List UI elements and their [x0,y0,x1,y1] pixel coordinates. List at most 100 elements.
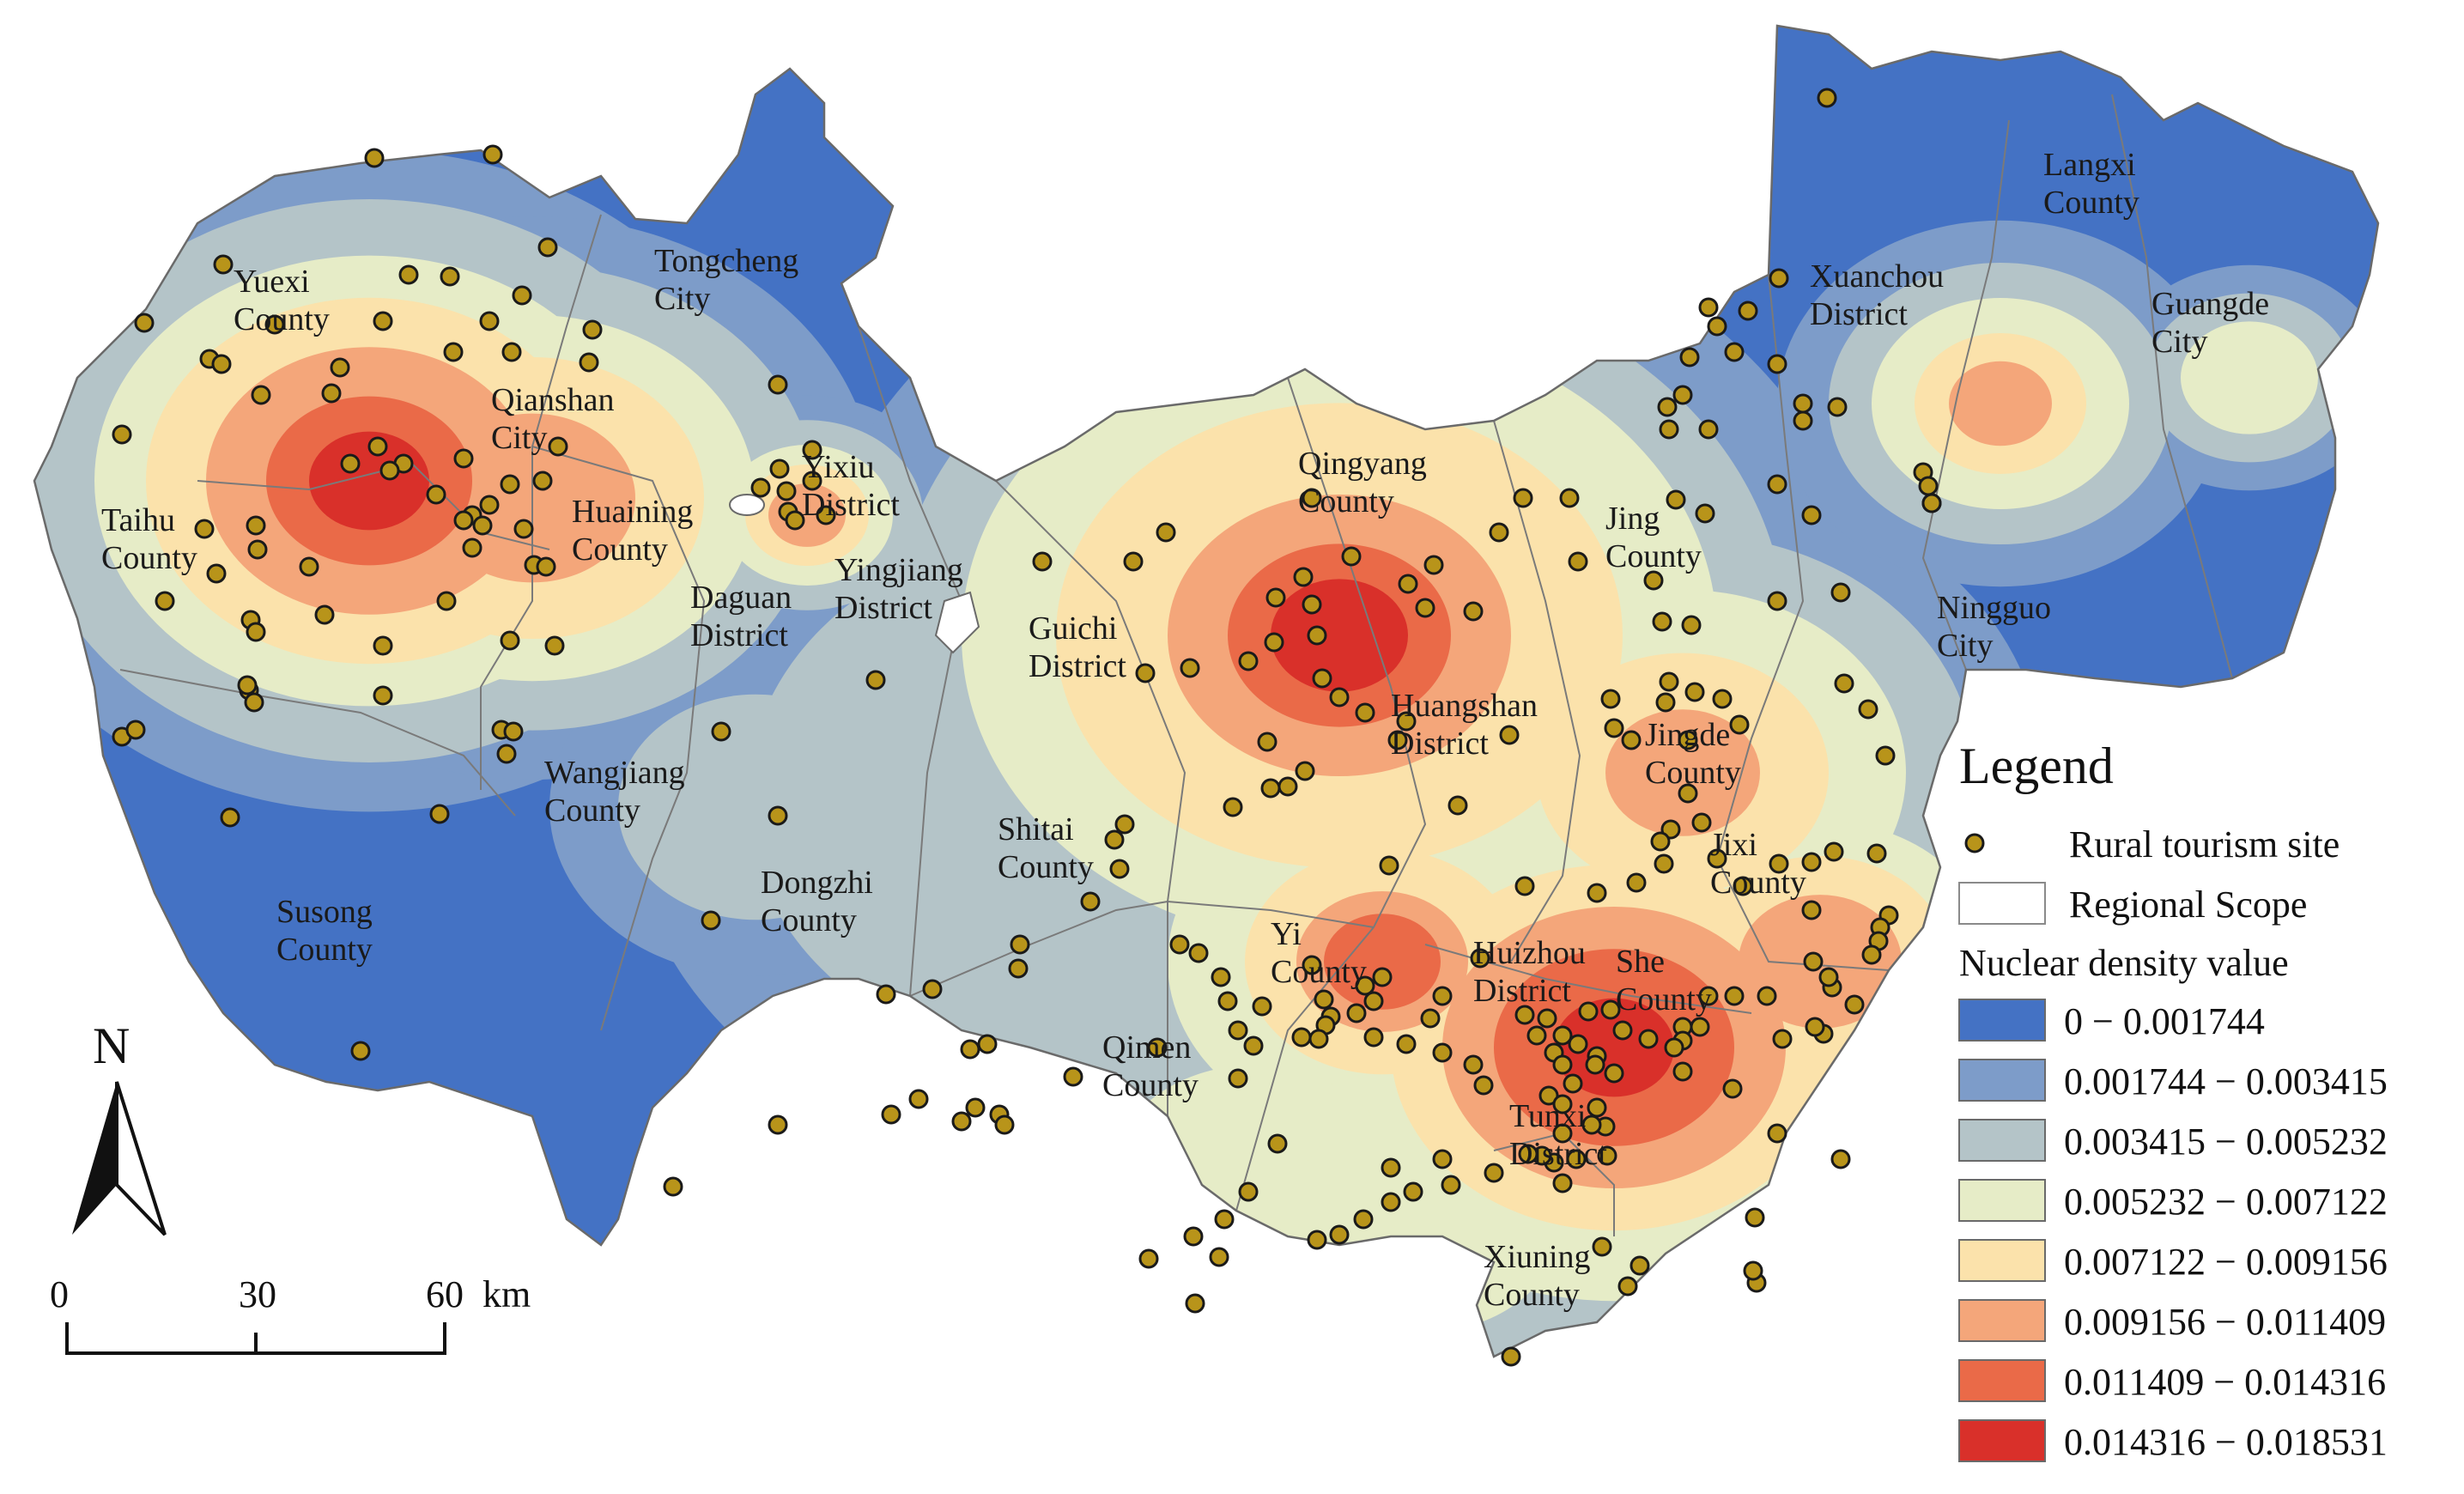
region-label-langxi: Langxi County [2043,147,2139,221]
region-label-yingjiang: Yingjiang District [834,552,963,626]
tourism-site [1568,1034,1588,1054]
legend: Legend Rural tourism site Regional Scope… [1958,738,2388,1463]
tourism-site [816,505,836,525]
tourism-site [220,807,240,828]
tourism-site [1638,1029,1659,1049]
tourism-site [1592,1236,1612,1257]
density-contour [1324,914,1441,1010]
tourism-site [1257,732,1278,752]
tourism-site [373,311,393,331]
tourism-site [1672,385,1693,405]
tourism-site [398,264,419,285]
tourism-site [1600,999,1621,1020]
tourism-site [1211,967,1231,987]
legend-class-swatch [1958,1359,2046,1402]
tourism-site [1420,1008,1441,1029]
tourism-site [155,591,175,611]
tourism-site [1769,268,1789,288]
region-label-qingyang: Qingyang County [1298,446,1427,519]
region-label-guichi: Guichi District [1029,610,1126,684]
tourism-site [321,383,342,404]
tourism-site [1432,1149,1453,1169]
tourism-site [1514,876,1535,896]
tourism-site [1803,951,1824,972]
tourism-site [1921,493,1942,513]
tourism-site [1617,1276,1638,1297]
legend-class-label: 0.014316 − 0.018531 [2064,1421,2388,1463]
region-label-yixiu: Yixiu District [802,449,900,523]
tourism-site [785,510,805,531]
tourism-site [1729,714,1750,735]
tourism-site [1243,1035,1264,1056]
scale-tick-30: 30 [239,1273,276,1315]
north-arrow-right [115,1081,167,1236]
tourism-site [1387,730,1408,750]
tourism-site [125,720,146,740]
tourism-site [1538,1085,1559,1106]
tourism-site [1559,488,1580,508]
tourism-site [213,254,234,275]
tourism-site [501,342,522,362]
tourism-site [264,314,285,335]
north-arrow: N [72,1017,167,1236]
tourism-site [1918,476,1939,496]
tourism-site [299,556,319,577]
tourism-site [1604,1063,1624,1084]
region-label-susong: Susong County [276,894,373,968]
tourism-site [1600,689,1621,709]
tourism-site [544,635,565,656]
tourism-site [1228,1068,1248,1089]
tourism-site [582,319,603,340]
tourism-site [1724,342,1745,362]
tourism-site [211,354,232,374]
tourism-site [440,266,460,287]
tourism-site [1679,347,1700,367]
tourism-site [1209,1247,1229,1267]
tourism-site [1563,1073,1583,1094]
tourism-site [1767,1123,1787,1144]
tourism-site [1346,1003,1367,1023]
tourism-site [1501,1346,1521,1367]
tourism-site [1568,551,1588,572]
tourism-site [1861,944,1882,965]
region-label-dongzhi: Dongzhi County [761,865,873,938]
tourism-site [426,484,446,505]
tourism-site [750,477,771,498]
tourism-site [1581,1114,1602,1135]
tourism-site [1585,1054,1605,1075]
tourism-site [1185,1293,1205,1314]
tourism-site [1514,1005,1535,1025]
legend-class-swatch [1958,999,2046,1042]
legend-site-label: Rural tourism site [2069,823,2340,865]
tourism-site [246,622,266,642]
tourism-site [1643,570,1664,591]
tourism-site [112,424,132,445]
tourism-site [1552,1173,1573,1193]
tourism-site [1264,632,1284,653]
tourism-site [1630,1255,1650,1276]
tourism-site [1678,730,1698,750]
tourism-site [1355,975,1375,996]
tourism-site [513,519,534,539]
legend-scope-symbol [1958,882,2046,925]
region-label-huizhou: Huizhou District [1473,935,1586,1009]
tourism-site [548,436,568,457]
admin-boundary [1493,420,1581,963]
tourism-site [134,313,155,333]
tourism-site [1767,354,1787,374]
tourism-site [1712,689,1733,709]
tourism-site [1278,776,1298,797]
tourism-site [802,440,822,460]
tourism-site [881,1104,901,1125]
tourism-site [1844,994,1865,1015]
tourism-site [1659,419,1679,440]
tourism-site [1293,567,1314,587]
tourism-site [1295,761,1315,781]
tourism-site [1396,1034,1417,1054]
tourism-site [482,144,503,165]
tourism-site [1135,663,1156,683]
tourism-site [1552,1094,1573,1114]
tourism-site [1818,967,1839,987]
tourism-site [1307,625,1327,646]
tourism-site [237,675,258,695]
